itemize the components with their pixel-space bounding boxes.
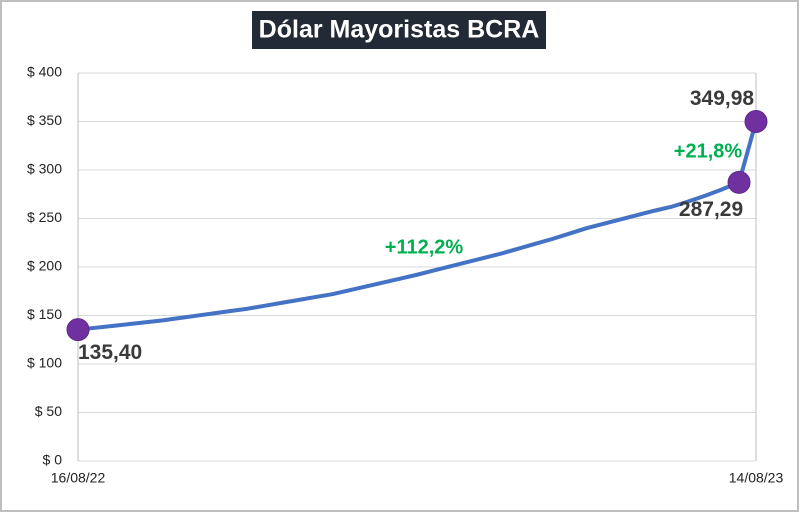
y-tick-label: $ 0 (43, 452, 63, 468)
value-label: 135,40 (78, 341, 142, 364)
x-tick-label: 14/08/23 (729, 470, 784, 486)
point-marker (727, 170, 751, 194)
y-tick-label: $ 200 (27, 258, 62, 274)
y-tick-label: $ 400 (27, 64, 62, 80)
point-marker (744, 110, 768, 134)
value-label: 287,29 (679, 198, 743, 221)
value-label: 349,98 (690, 87, 755, 110)
chart-title: Dólar Mayoristas BCRA (259, 16, 540, 44)
x-tick-label: 16/08/22 (51, 470, 106, 486)
y-tick-label: $ 250 (27, 209, 62, 225)
y-tick-label: $ 50 (35, 403, 62, 419)
annotation: +112,2% (385, 236, 464, 258)
annotation: +21,8% (674, 140, 743, 162)
y-tick-label: $ 300 (27, 161, 62, 177)
title-box (252, 11, 546, 49)
y-tick-label: $ 350 (27, 112, 62, 128)
y-tick-label: $ 100 (27, 355, 62, 371)
y-tick-label: $ 150 (27, 306, 62, 322)
point-marker (66, 318, 90, 342)
line (77, 120, 758, 332)
